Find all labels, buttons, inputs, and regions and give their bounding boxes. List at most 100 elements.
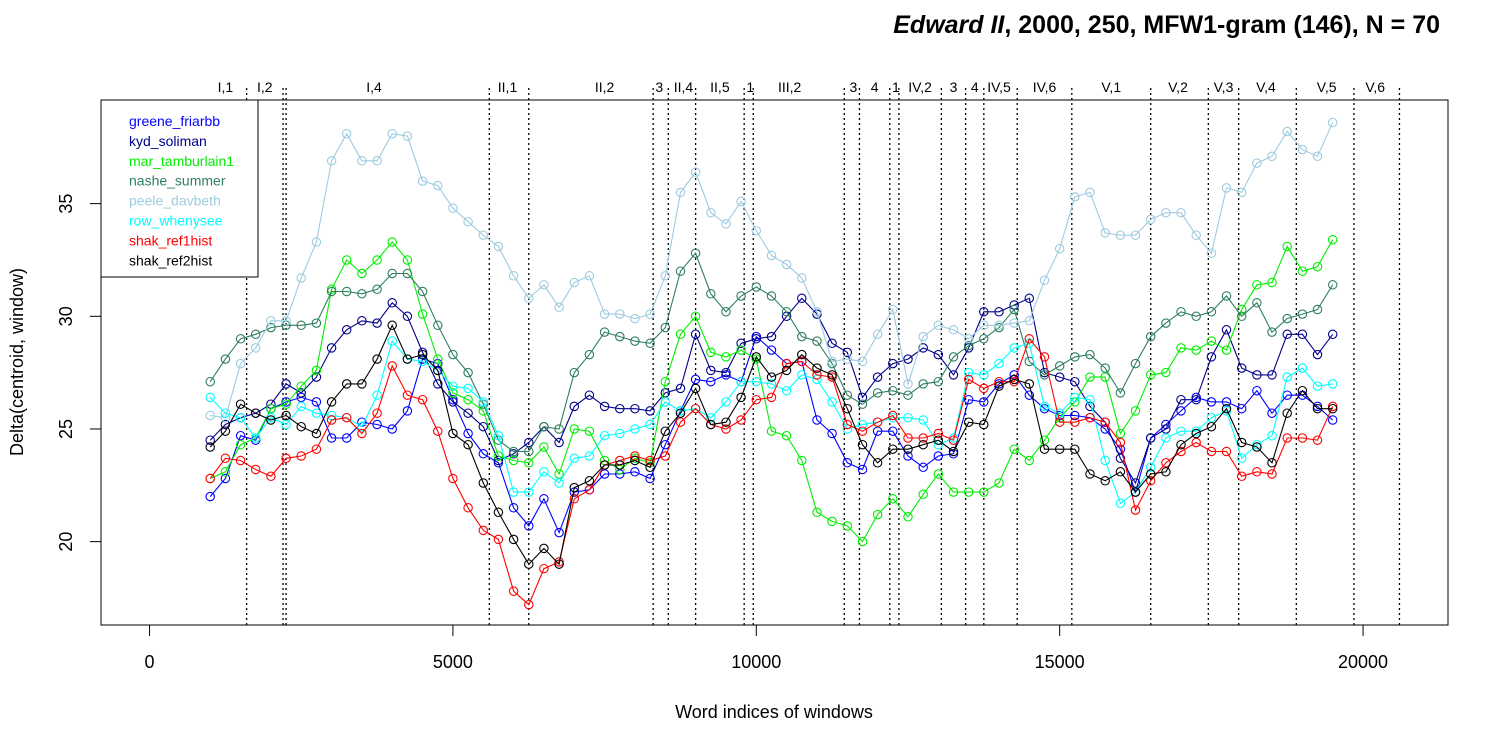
scene-label-16: IV,5 [987, 79, 1011, 95]
data-point-shak_ref2hist-66 [1206, 421, 1217, 432]
data-point-mar_tamburlain1-59 [1100, 372, 1110, 382]
data-point-mar_tamburlain1-16 [448, 388, 458, 398]
data-point-nashe_summer-71 [1282, 313, 1292, 324]
data-point-peele_davbeth-66 [1206, 248, 1217, 258]
data-point-shak_ref1hist-4 [266, 471, 276, 482]
series-line-row_whenysee [209, 339, 1333, 505]
data-point-shak_ref1hist-0 [205, 473, 215, 484]
data-point-nashe_summer-73 [1312, 304, 1323, 315]
data-point-shak_ref1hist-19 [493, 534, 504, 545]
data-point-nashe_summer-32 [690, 248, 701, 258]
data-point-nashe_summer-1 [220, 354, 231, 364]
data-point-nashe_summer-56 [1054, 361, 1065, 371]
data-point-kyd_soliman-7 [311, 372, 322, 382]
data-point-shak_ref1hist-5 [281, 453, 291, 464]
scene-label-3: II,1 [498, 79, 518, 95]
data-point-row_whenysee-16 [448, 381, 458, 391]
data-point-shak_ref2hist-70 [1267, 458, 1277, 468]
data-point-peele_davbeth-56 [1054, 243, 1065, 254]
data-point-nashe_summer-59 [1100, 363, 1110, 373]
data-point-shak_ref2hist-55 [1039, 444, 1050, 454]
data-point-shak_ref1hist-31 [675, 417, 686, 427]
data-point-row_whenysee-62 [1145, 462, 1156, 473]
data-point-row_whenysee-0 [205, 392, 215, 403]
data-point-nashe_summer-20 [508, 446, 519, 457]
data-point-nashe_summer-30 [660, 322, 671, 333]
data-point-kyd_soliman-70 [1267, 370, 1277, 380]
data-point-row_whenysee-37 [766, 379, 777, 389]
data-point-nashe_summer-68 [1236, 311, 1247, 322]
y-tick-label-3: 35 [56, 194, 76, 214]
data-point-mar_tamburlain1-39 [797, 455, 807, 466]
data-point-shak_ref2hist-57 [1070, 444, 1080, 454]
data-point-row_whenysee-22 [539, 467, 549, 477]
data-point-kyd_soliman-40 [812, 309, 822, 319]
data-point-shak_ref2hist-21 [524, 559, 534, 569]
data-point-mar_tamburlain1-41 [827, 516, 837, 527]
data-point-shak_ref2hist-30 [660, 426, 671, 436]
data-point-mar_tamburlain1-9 [341, 255, 352, 265]
data-point-peele_davbeth-58 [1085, 187, 1095, 198]
data-point-shak_ref2hist-27 [615, 460, 625, 470]
data-point-peele_davbeth-46 [903, 379, 913, 389]
legend-item-nashe_summer: nashe_summer [129, 173, 226, 189]
data-point-mar_tamburlain1-2 [235, 439, 246, 450]
data-point-peele_davbeth-44 [872, 329, 883, 340]
data-point-mar_tamburlain1-54 [1024, 455, 1035, 466]
data-point-shak_ref1hist-57 [1070, 417, 1080, 427]
data-point-mar_tamburlain1-21 [524, 458, 534, 468]
data-point-shak_ref1hist-70 [1267, 469, 1277, 479]
data-point-row_whenysee-53 [1009, 343, 1019, 353]
data-point-mar_tamburlain1-71 [1282, 241, 1292, 252]
data-point-peele_davbeth-30 [660, 271, 671, 281]
data-point-greene_friarbb-73 [1312, 401, 1323, 412]
data-point-shak_ref1hist-7 [311, 444, 322, 454]
data-point-mar_tamburlain1-42 [842, 521, 853, 531]
data-point-nashe_summer-42 [842, 390, 853, 400]
data-point-greene_friarbb-34 [721, 370, 731, 380]
data-point-row_whenysee-70 [1267, 430, 1277, 441]
data-point-shak_ref1hist-60 [1115, 437, 1126, 448]
data-point-row_whenysee-29 [645, 419, 655, 430]
data-point-peele_davbeth-35 [736, 196, 746, 207]
data-point-shak_ref2hist-69 [1252, 442, 1262, 452]
data-point-nashe_summer-72 [1297, 309, 1308, 319]
data-point-kyd_soliman-37 [766, 331, 777, 342]
data-point-row_whenysee-12 [387, 336, 397, 346]
data-point-shak_ref2hist-41 [827, 370, 837, 380]
data-point-shak_ref1hist-23 [554, 557, 564, 567]
data-point-shak_ref1hist-1 [220, 453, 231, 464]
data-point-peele_davbeth-32 [690, 167, 701, 177]
data-point-greene_friarbb-48 [933, 451, 944, 461]
series-line-shak_ref1hist [209, 337, 1334, 606]
data-point-mar_tamburlain1-65 [1191, 345, 1201, 355]
data-point-peele_davbeth-68 [1236, 187, 1247, 198]
data-point-mar_tamburlain1-58 [1085, 372, 1095, 382]
data-point-row_whenysee-46 [903, 412, 913, 423]
data-point-shak_ref1hist-2 [235, 455, 246, 466]
data-point-nashe_summer-52 [994, 322, 1004, 333]
data-point-shak_ref2hist-8 [326, 397, 337, 407]
data-point-kyd_soliman-21 [524, 437, 534, 448]
data-point-row_whenysee-11 [372, 390, 382, 400]
data-point-shak_ref1hist-54 [1024, 334, 1035, 344]
scene-label-15: 4 [971, 79, 979, 95]
data-point-greene_friarbb-33 [706, 376, 716, 387]
data-point-peele_davbeth-10 [357, 156, 367, 166]
data-point-shak_ref1hist-6 [296, 451, 306, 461]
x-tick-label-0: 0 [145, 652, 155, 672]
data-point-greene_friarbb-11 [372, 419, 382, 430]
data-point-greene_friarbb-46 [903, 451, 913, 461]
data-point-row_whenysee-33 [706, 412, 716, 423]
data-point-nashe_summer-23 [554, 424, 564, 434]
data-point-shak_ref2hist-43 [857, 439, 868, 450]
data-point-peele_davbeth-15 [433, 180, 443, 191]
data-point-shak_ref1hist-55 [1039, 352, 1050, 362]
data-point-mar_tamburlain1-72 [1297, 266, 1308, 276]
data-point-peele_davbeth-54 [1024, 316, 1035, 326]
data-point-shak_ref1hist-40 [812, 370, 822, 380]
data-point-mar_tamburlain1-55 [1039, 435, 1050, 445]
data-point-shak_ref2hist-44 [872, 458, 883, 468]
data-point-shak_ref2hist-59 [1100, 476, 1110, 486]
data-point-nashe_summer-65 [1191, 311, 1201, 322]
